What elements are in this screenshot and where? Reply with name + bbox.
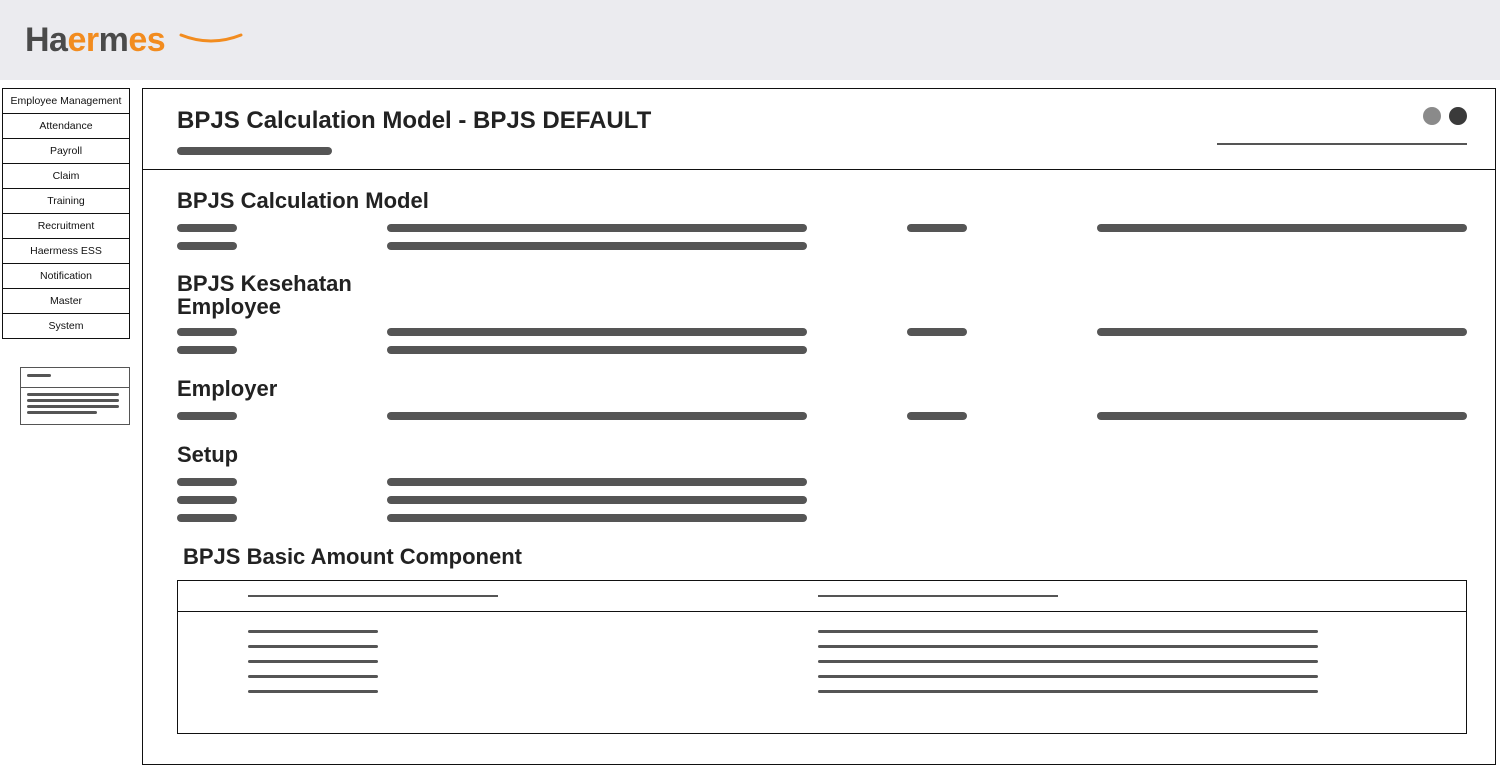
logo-part-4: es — [128, 21, 165, 59]
form-row — [177, 224, 1467, 232]
form-row — [177, 346, 1467, 354]
field-value-placeholder — [387, 496, 807, 504]
page-body: BPJS Calculation Model BPJS KesehatanEmpl… — [143, 170, 1495, 764]
form-row — [177, 242, 1467, 250]
action-dot-2[interactable] — [1449, 107, 1467, 125]
field-label-placeholder — [177, 514, 237, 522]
field-value-placeholder — [387, 478, 807, 486]
form-section: Employer — [177, 376, 1467, 420]
sidebar-item-training[interactable]: Training — [3, 189, 129, 214]
component-cell — [248, 645, 378, 648]
field-label-placeholder — [177, 412, 237, 420]
sidebar-menu: Employee Management Attendance Payroll C… — [2, 88, 130, 339]
form-row — [177, 496, 1467, 504]
field-value-placeholder — [1097, 328, 1467, 336]
sidebar-item-master[interactable]: Master — [3, 289, 129, 314]
sidebar-item-recruitment[interactable]: Recruitment — [3, 214, 129, 239]
field-value-placeholder — [387, 346, 807, 354]
field-value-placeholder — [387, 514, 807, 522]
logo-part-1: Ha — [25, 21, 67, 59]
form-row — [177, 478, 1467, 486]
sidebar-item-system[interactable]: System — [3, 314, 129, 338]
component-cell — [248, 690, 378, 693]
sidebar-item-haermess-ess[interactable]: Haermess ESS — [3, 239, 129, 264]
logo-part-2: er — [67, 21, 98, 59]
action-dot-1[interactable] — [1423, 107, 1441, 125]
form-row — [177, 514, 1467, 522]
component-cell — [818, 630, 1318, 633]
component-table-header — [178, 581, 1466, 612]
sidebar-item-employee-management[interactable]: Employee Management — [3, 89, 129, 114]
form-row — [177, 328, 1467, 336]
component-cell — [818, 660, 1318, 663]
page-header: BPJS Calculation Model - BPJS DEFAULT — [143, 89, 1495, 170]
brand-logo: Haermes — [25, 21, 246, 60]
component-cell — [248, 660, 378, 663]
header-right-line — [1217, 143, 1467, 145]
component-header-right — [818, 595, 1058, 597]
component-cell — [248, 630, 378, 633]
field-value-placeholder — [1097, 412, 1467, 420]
field-value-placeholder — [387, 224, 807, 232]
breadcrumb-placeholder — [177, 147, 332, 155]
component-table — [177, 580, 1467, 734]
component-cell — [818, 675, 1318, 678]
field-value-placeholder — [387, 328, 807, 336]
section-title: BPJS Calculation Model — [177, 188, 1467, 214]
field-label-placeholder — [177, 242, 237, 250]
main-content: BPJS Calculation Model - BPJS DEFAULT BP… — [132, 80, 1500, 765]
field-label-placeholder — [177, 224, 237, 232]
sidebar-item-claim[interactable]: Claim — [3, 164, 129, 189]
form-section: BPJS KesehatanEmployee — [177, 272, 1467, 354]
section-title: Employer — [177, 376, 1467, 402]
field-label-placeholder — [907, 224, 967, 232]
app-header: Haermes — [0, 0, 1500, 80]
logo-part-3: m — [99, 21, 129, 59]
logo-underline-icon — [176, 33, 246, 45]
page-title: BPJS Calculation Model - BPJS DEFAULT — [177, 107, 1187, 135]
form-row — [177, 412, 1467, 420]
field-label-placeholder — [907, 328, 967, 336]
sidebar-preview-card — [20, 367, 130, 425]
component-cell — [248, 675, 378, 678]
sidebar: Employee Management Attendance Payroll C… — [0, 80, 132, 425]
sidebar-item-attendance[interactable]: Attendance — [3, 114, 129, 139]
field-label-placeholder — [177, 328, 237, 336]
sidebar-item-payroll[interactable]: Payroll — [3, 139, 129, 164]
component-section-title: BPJS Basic Amount Component — [183, 544, 1467, 570]
page-container: BPJS Calculation Model - BPJS DEFAULT BP… — [142, 88, 1496, 765]
field-label-placeholder — [177, 346, 237, 354]
form-section: Setup — [177, 442, 1467, 522]
component-cell — [818, 690, 1318, 693]
form-section: BPJS Calculation Model — [177, 188, 1467, 250]
field-label-placeholder — [177, 478, 237, 486]
sidebar-item-notification[interactable]: Notification — [3, 264, 129, 289]
component-table-body — [178, 612, 1466, 733]
field-value-placeholder — [387, 412, 807, 420]
field-value-placeholder — [387, 242, 807, 250]
page-action-dots — [1423, 107, 1467, 125]
field-label-placeholder — [907, 412, 967, 420]
component-header-left — [248, 595, 498, 597]
field-label-placeholder — [177, 496, 237, 504]
field-value-placeholder — [1097, 224, 1467, 232]
section-title: Setup — [177, 442, 1467, 468]
component-cell — [818, 645, 1318, 648]
section-title: BPJS KesehatanEmployee — [177, 272, 1467, 318]
